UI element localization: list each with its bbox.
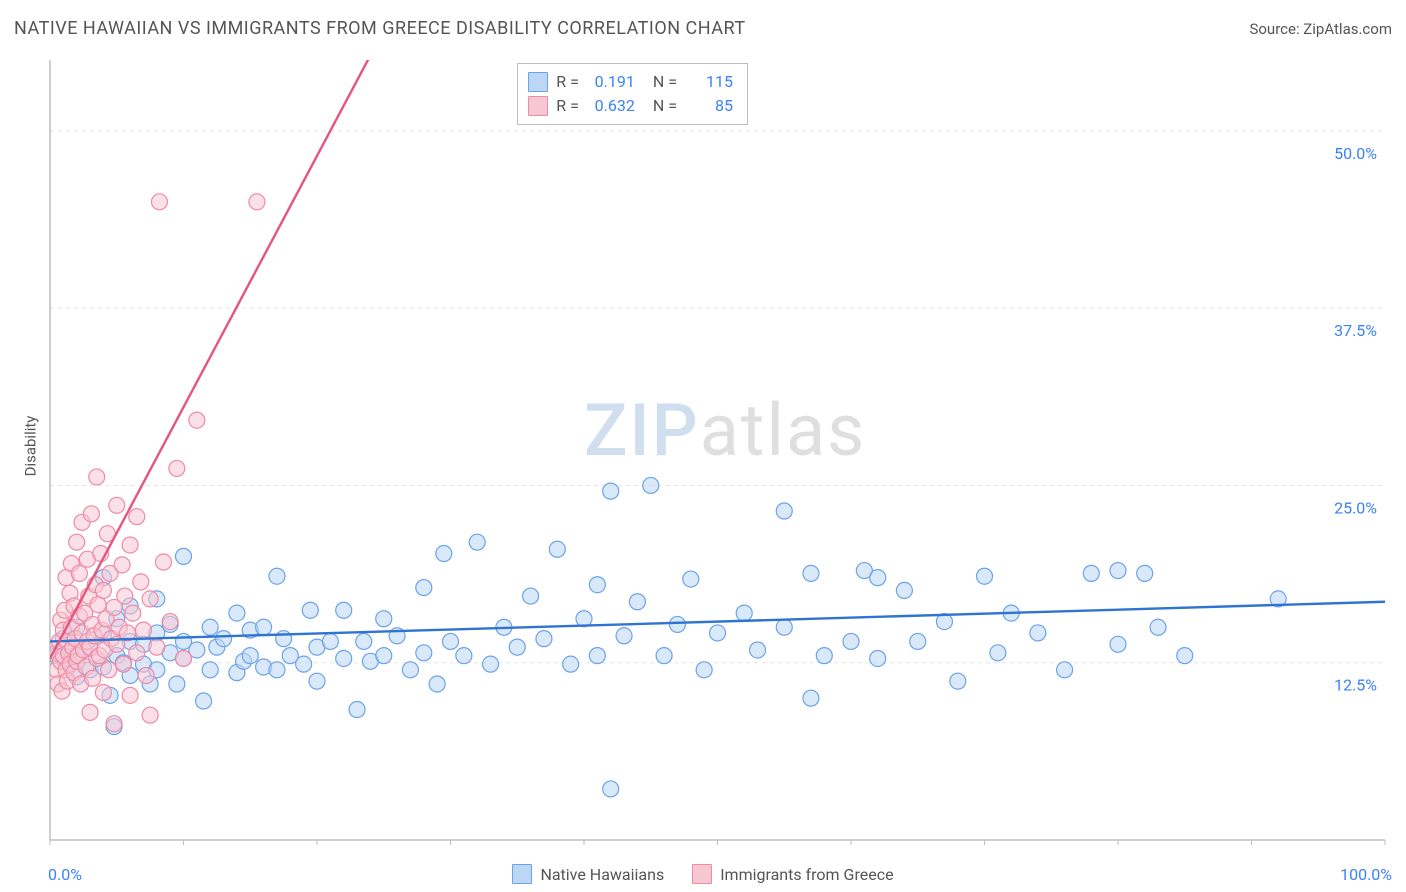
r-value: 0.191 bbox=[587, 70, 635, 94]
y-axis-label: Disability bbox=[21, 416, 39, 477]
legend-swatch bbox=[528, 96, 548, 116]
series-legend-item: Immigrants from Greece bbox=[692, 864, 893, 884]
legend-swatch bbox=[692, 864, 712, 884]
correlation-legend: R = 0.191 N = 115 R = 0.632 N = 85 bbox=[517, 63, 748, 125]
source-label: Source: ZipAtlas.com bbox=[1249, 20, 1392, 38]
chart-area: 12.5%25.0%37.5%50.0% ZIPatlas R =0.191N … bbox=[45, 55, 1390, 845]
header: NATIVE HAWAIIAN VS IMMIGRANTS FROM GREEC… bbox=[14, 18, 1392, 39]
legend-swatch bbox=[512, 864, 532, 884]
scatter-chart: 12.5% 25.0% 37.5% 50.0% bbox=[45, 55, 1390, 845]
r-value: 0.632 bbox=[587, 94, 635, 118]
correlation-legend-row: R = 0.632 N = 85 bbox=[528, 94, 733, 118]
svg-text:50.0%: 50.0% bbox=[1334, 144, 1377, 163]
svg-text:25.0%: 25.0% bbox=[1334, 498, 1377, 517]
series-legend-label: Immigrants from Greece bbox=[720, 865, 893, 884]
series-legend-item: Native Hawaiians bbox=[512, 864, 664, 884]
series-legend-label: Native Hawaiians bbox=[540, 865, 664, 884]
svg-text:37.5%: 37.5% bbox=[1334, 321, 1377, 340]
correlation-legend-row: R = 0.191 N = 115 bbox=[528, 70, 733, 94]
svg-text:12.5%: 12.5% bbox=[1334, 676, 1377, 695]
n-value: 85 bbox=[685, 94, 733, 118]
r-label: R = bbox=[556, 94, 579, 118]
chart-title: NATIVE HAWAIIAN VS IMMIGRANTS FROM GREEC… bbox=[14, 18, 746, 39]
r-label: R = bbox=[556, 70, 579, 94]
series-legend: Native Hawaiians Immigrants from Greece bbox=[0, 864, 1406, 884]
legend-swatch bbox=[528, 72, 548, 92]
n-label: N = bbox=[653, 70, 677, 94]
n-value: 115 bbox=[685, 70, 733, 94]
n-label: N = bbox=[653, 94, 677, 118]
